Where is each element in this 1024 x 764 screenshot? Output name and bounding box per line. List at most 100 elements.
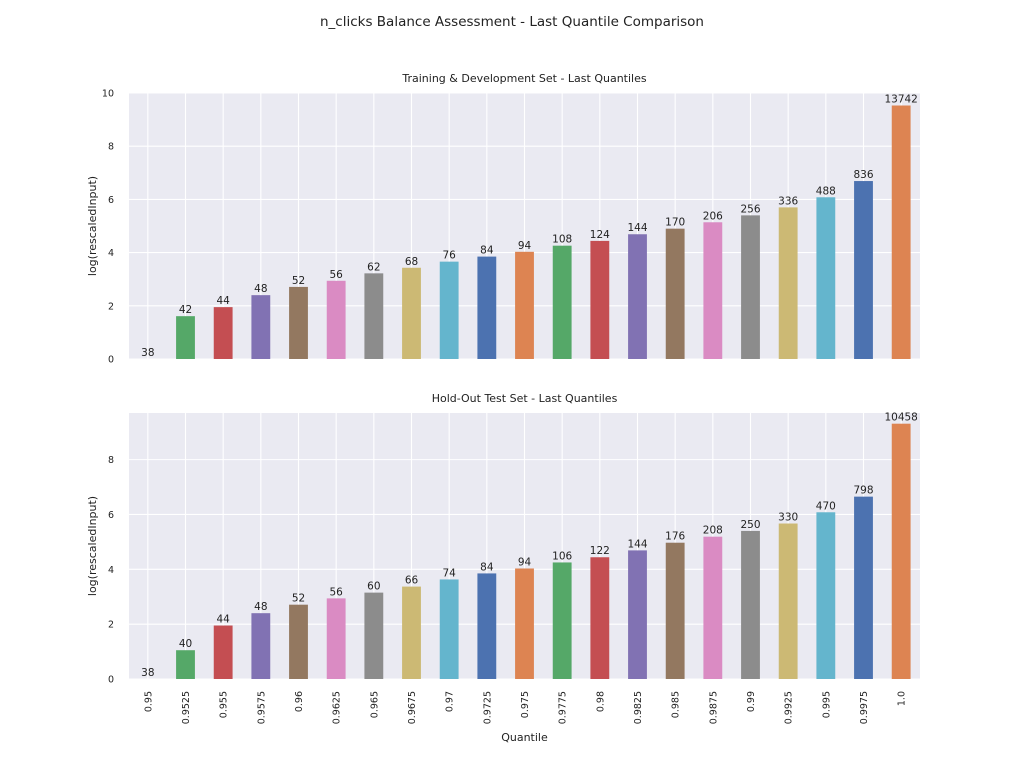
bar-train-7 bbox=[402, 267, 421, 359]
bars-train: 38 42 44 48 52 56 62 68 76 84 94 108 124 144 170 206 256… bbox=[141, 94, 918, 359]
bar-train-11 bbox=[552, 245, 572, 359]
bar-holdout-20 bbox=[891, 423, 911, 679]
x-tick-label-holdout-15: 0.9875 bbox=[708, 691, 719, 724]
bar-holdout-12 bbox=[590, 557, 610, 679]
bar-value-label-holdout-5: 56 bbox=[329, 586, 343, 598]
bar-value-label-holdout-4: 52 bbox=[292, 593, 305, 605]
bar-holdout-5 bbox=[326, 598, 346, 679]
bar-holdout-9 bbox=[477, 573, 497, 679]
bar-value-label-train-13: 144 bbox=[627, 222, 647, 234]
x-axis-label-holdout: Quantile bbox=[501, 731, 548, 744]
bar-holdout-3 bbox=[251, 613, 271, 679]
bar-value-label-holdout-9: 84 bbox=[480, 561, 494, 573]
bar-train-6 bbox=[364, 273, 384, 359]
bar-value-label-train-8: 76 bbox=[442, 250, 456, 262]
bar-value-label-train-12: 124 bbox=[590, 229, 610, 241]
x-tick-label-holdout-7: 0.9675 bbox=[407, 691, 418, 724]
bar-value-label-train-17: 336 bbox=[778, 195, 798, 207]
bar-value-label-holdout-6: 60 bbox=[367, 581, 380, 593]
bar-train-15 bbox=[703, 222, 723, 359]
x-tick-label-holdout-19: 0.9975 bbox=[859, 691, 870, 724]
figure-suptitle: n_clicks Balance Assessment - Last Quant… bbox=[320, 14, 704, 30]
x-ticks-holdout: 0.95 0.9525 0.955 0.9575 0.96 0.9625 0.965 0.96… bbox=[143, 691, 907, 724]
bar-train-10 bbox=[515, 251, 534, 359]
bar-value-label-holdout-14: 176 bbox=[665, 531, 685, 543]
x-tick-label-holdout-18: 0.995 bbox=[821, 691, 832, 718]
bar-value-label-holdout-0: 38 bbox=[141, 667, 154, 679]
chart-title-train: Training & Development Set - Last Quanti… bbox=[401, 72, 646, 85]
bar-value-label-train-7: 68 bbox=[405, 256, 418, 268]
bar-value-label-holdout-12: 122 bbox=[590, 545, 610, 557]
bar-holdout-4 bbox=[289, 604, 308, 679]
bar-holdout-11 bbox=[552, 562, 572, 679]
bar-train-9 bbox=[477, 256, 497, 359]
x-tick-label-holdout-0: 0.95 bbox=[143, 691, 154, 712]
bar-value-label-holdout-17: 330 bbox=[778, 512, 798, 524]
x-tick-label-holdout-6: 0.965 bbox=[369, 691, 380, 718]
x-tick-label-holdout-8: 0.97 bbox=[445, 691, 456, 712]
y-tick-label-holdout: 6 bbox=[108, 510, 114, 521]
x-tick-label-holdout-10: 0.975 bbox=[520, 691, 531, 718]
bar-train-2 bbox=[213, 307, 233, 359]
y-ticks-holdout: 0 2 4 6 8 bbox=[108, 455, 114, 685]
bar-train-16 bbox=[741, 215, 760, 359]
x-tick-label-holdout-3: 0.9575 bbox=[256, 691, 267, 724]
bar-train-14 bbox=[665, 228, 685, 359]
y-tick-label-train: 10 bbox=[102, 89, 114, 100]
bar-value-label-train-2: 44 bbox=[216, 295, 230, 307]
y-tick-label-train: 2 bbox=[108, 301, 114, 312]
bar-value-label-holdout-18: 470 bbox=[816, 500, 836, 512]
bar-holdout-15 bbox=[703, 536, 723, 679]
y-tick-label-holdout: 2 bbox=[108, 620, 114, 631]
bar-value-label-holdout-3: 48 bbox=[254, 601, 267, 613]
bar-holdout-10 bbox=[515, 568, 534, 679]
bars-holdout: 38 40 44 48 52 56 60 66 74 84 94 106 122 144 176 208 250… bbox=[141, 412, 918, 679]
bar-value-label-train-11: 108 bbox=[552, 234, 572, 246]
bar-value-label-train-1: 42 bbox=[179, 304, 192, 316]
bar-value-label-train-9: 84 bbox=[480, 245, 494, 257]
bar-train-19 bbox=[854, 181, 873, 359]
chart-title-holdout: Hold-Out Test Set - Last Quantiles bbox=[432, 392, 618, 405]
bar-train-8 bbox=[439, 261, 459, 359]
x-tick-label-holdout-14: 0.985 bbox=[671, 691, 682, 718]
y-tick-label-train: 0 bbox=[108, 355, 114, 366]
bar-value-label-holdout-11: 106 bbox=[552, 550, 572, 562]
bar-holdout-6 bbox=[364, 592, 384, 679]
x-tick-label-holdout-9: 0.9725 bbox=[482, 691, 493, 724]
bar-holdout-14 bbox=[665, 542, 685, 679]
bar-train-12 bbox=[590, 240, 610, 359]
bar-holdout-16 bbox=[741, 530, 760, 679]
bar-value-label-train-6: 62 bbox=[367, 261, 380, 273]
x-tick-label-holdout-11: 0.9775 bbox=[558, 691, 569, 724]
x-tick-label-holdout-1: 0.9525 bbox=[181, 691, 192, 724]
y-tick-label-holdout: 8 bbox=[108, 455, 114, 466]
bar-value-label-holdout-16: 250 bbox=[740, 519, 760, 531]
x-tick-label-holdout-16: 0.99 bbox=[746, 691, 757, 712]
x-tick-label-holdout-17: 0.9925 bbox=[784, 691, 795, 724]
x-tick-label-holdout-13: 0.9825 bbox=[633, 691, 644, 724]
x-tick-label-holdout-5: 0.9625 bbox=[332, 691, 343, 724]
bar-value-label-train-5: 56 bbox=[329, 269, 343, 281]
bar-holdout-1 bbox=[176, 650, 195, 679]
bar-train-1 bbox=[176, 316, 195, 359]
y-tick-label-holdout: 4 bbox=[108, 565, 114, 576]
y-axis-label-train: log(rescaledInput) bbox=[86, 176, 99, 276]
x-tick-label-holdout-2: 0.955 bbox=[219, 691, 230, 718]
bar-train-5 bbox=[326, 280, 346, 359]
y-ticks-train: 0 2 4 6 8 10 bbox=[102, 89, 114, 366]
bar-holdout-19 bbox=[854, 496, 873, 679]
y-tick-label-train: 6 bbox=[108, 195, 114, 206]
bar-value-label-holdout-10: 94 bbox=[518, 556, 532, 568]
bar-value-label-holdout-19: 798 bbox=[853, 485, 873, 497]
bar-value-label-train-14: 170 bbox=[665, 217, 685, 229]
bar-value-label-train-15: 206 bbox=[703, 210, 723, 222]
bar-holdout-17 bbox=[778, 523, 798, 679]
bar-value-label-train-0: 38 bbox=[141, 347, 154, 359]
bar-value-label-holdout-15: 208 bbox=[703, 525, 723, 537]
y-axis-label-holdout: log(rescaledInput) bbox=[86, 496, 99, 596]
bar-train-17 bbox=[778, 207, 798, 359]
bar-train-13 bbox=[628, 234, 647, 359]
bar-value-label-train-16: 256 bbox=[740, 203, 760, 215]
